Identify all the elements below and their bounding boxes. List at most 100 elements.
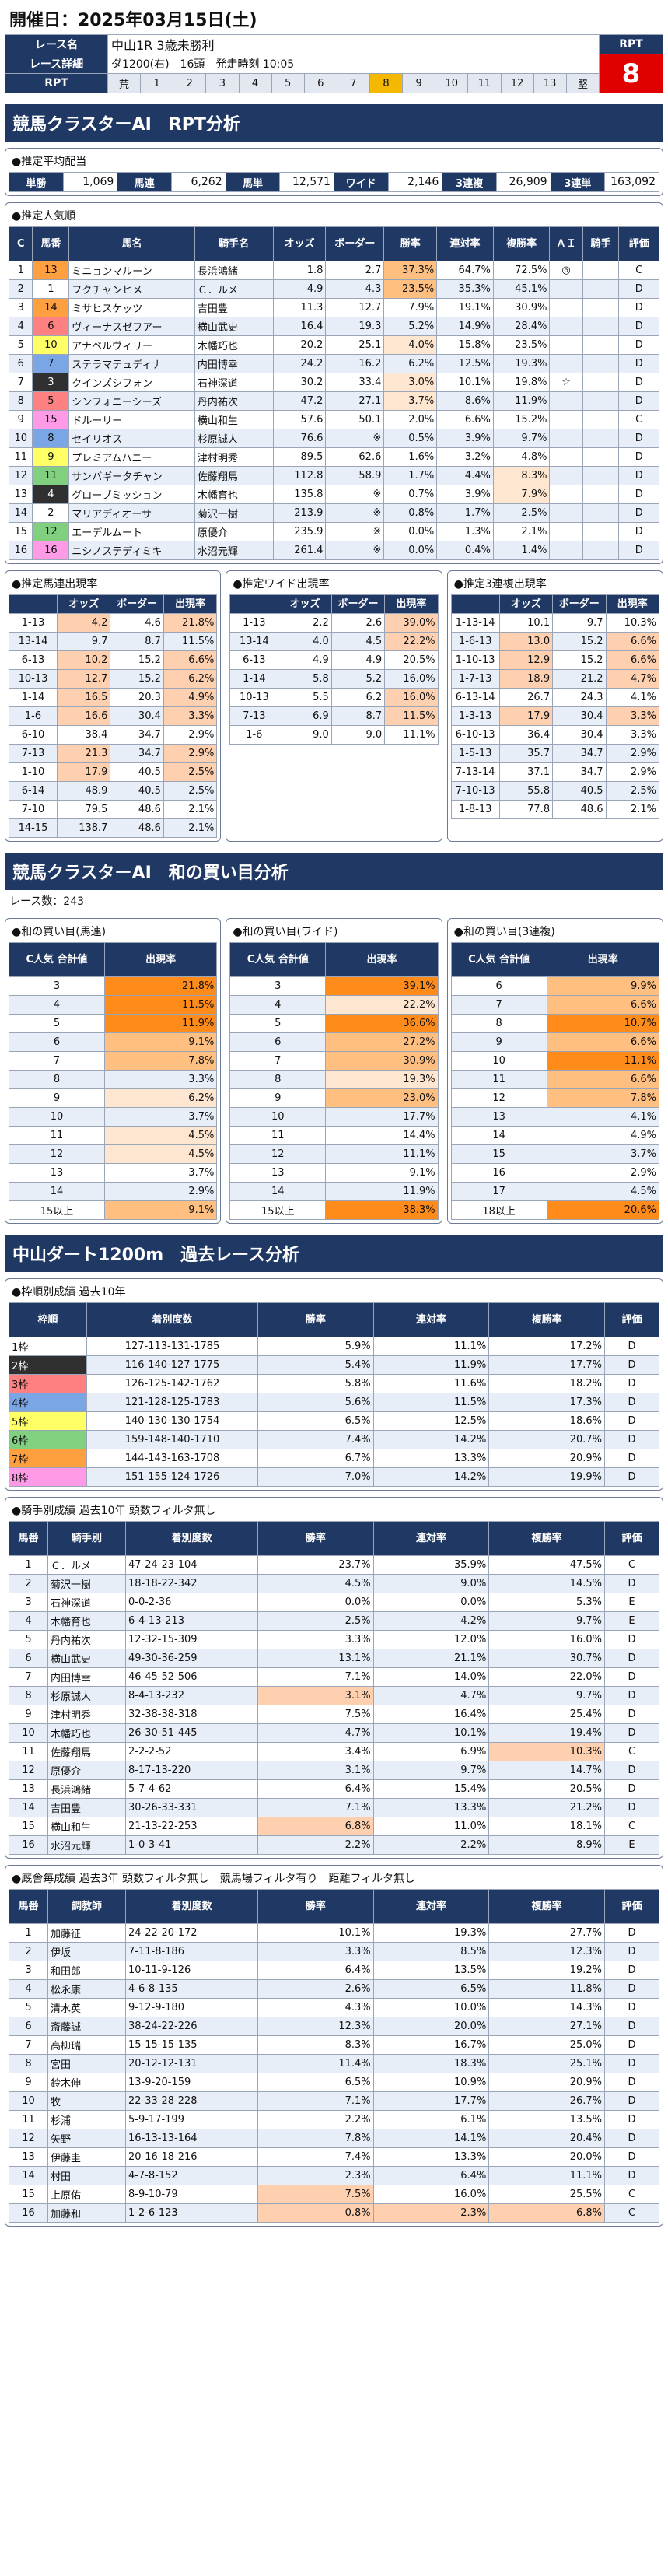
stat-row: 1 加藤征 24-22-20-172 10.1% 19.3% 27.7% D	[9, 1923, 659, 1943]
stat-cell: 49-30-36-259	[125, 1649, 258, 1668]
combo-cell: 6-14	[9, 781, 58, 801]
stat-cell: 加藤征	[47, 1923, 126, 1943]
popularity-row: 3 14 ミサヒスケッツ 吉田豊 11.3 12.7 7.9% 19.1% 30.9% D	[8, 298, 659, 317]
race-info-table: レース名 中山1R 3歳未勝利 RPT レース詳細 ダ1200(右) 16頭 発…	[5, 34, 663, 93]
popularity-cell	[549, 410, 583, 429]
sum-row: 15以上 9.1%	[9, 1200, 218, 1220]
popularity-cell: 19.8%	[492, 373, 551, 392]
popularity-row: 8 5 シンフォニーシーズ 丹内祐次 47.2 27.1 3.7% 8.6% 11.9% D	[8, 391, 659, 411]
sum-wide-title: ●和の買い目(ワイド)	[233, 926, 338, 938]
sum-value: 39.1%	[325, 976, 439, 996]
stat-cell: D	[604, 1923, 659, 1943]
stat-cell: 20.5%	[488, 1779, 605, 1799]
popularity-cell: 原優介	[194, 522, 274, 541]
stat-cell: 斎藤誠	[47, 2017, 126, 2036]
stat-cell: 杉原誠人	[47, 1686, 126, 1705]
stat-cell: 9.7%	[372, 1761, 490, 1780]
popularity-cell: D	[618, 335, 659, 355]
stat-cell: 25.0%	[488, 2035, 605, 2055]
popularity-cell	[549, 317, 583, 336]
sum-key: 10	[450, 1051, 547, 1071]
rpt-scale-cell: 堅	[565, 73, 600, 93]
popularity-cell: 62.6	[325, 447, 385, 467]
combo-cell: 2.6	[331, 613, 386, 633]
combo-header: 出現率	[163, 594, 218, 614]
sum-row: 15以上 38.3%	[229, 1200, 439, 1220]
stat-cell: 25.1%	[488, 2054, 605, 2073]
sum-row: 10 3.7%	[9, 1107, 218, 1127]
popularity-cell: 2.5%	[492, 503, 551, 523]
popularity-cell: 30.2	[272, 373, 327, 392]
umaren-table: オッズ ボーダー 出現率 1-13 4.2 4.6 21.8% 13-14 9.7 8.7 11.5…	[9, 594, 218, 838]
stat-cell: 1-0-3-41	[125, 1835, 258, 1855]
stat-cell: 10-11-9-126	[125, 1961, 258, 1980]
stat-cell: 14	[9, 2166, 48, 2185]
stat-cell: 27.7%	[488, 1923, 605, 1943]
stat-cell: 0.0%	[257, 1593, 374, 1612]
stat-cell: 5.3%	[488, 1593, 605, 1612]
sanrenpuku-title: ●推定3連複出現率	[453, 578, 547, 591]
stat-cell: 7.8%	[257, 2129, 374, 2148]
stat-cell: D	[604, 2166, 659, 2185]
popularity-cell	[549, 466, 583, 485]
stat-cell: 30-26-33-331	[125, 1798, 258, 1817]
combo-cell: 2.5%	[163, 762, 218, 782]
popularity-cell: 64.7%	[436, 261, 494, 280]
popularity-cell: D	[618, 391, 659, 411]
combo-cell: 6-10-13	[450, 725, 500, 745]
section-rpt-title: 競馬クラスターAI RPT分析	[5, 104, 663, 142]
waku-cell: 8枠	[9, 1467, 87, 1487]
combo-cell: 4.2	[56, 613, 111, 633]
popularity-cell: 19.3	[325, 317, 385, 336]
popularity-cell: ミサヒスケッツ	[68, 298, 195, 317]
popularity-cell: 23.5%	[492, 335, 551, 355]
stat-cell: 4	[9, 1611, 48, 1631]
stat-cell: E	[604, 1593, 659, 1612]
stat-cell: 伊坂	[47, 1942, 126, 1961]
stat-cell: 46-45-52-506	[125, 1667, 258, 1687]
popularity-cell	[549, 429, 583, 448]
popularity-cell: 16.2	[325, 354, 385, 373]
stat-cell: 16	[9, 1835, 48, 1855]
combo-cell: 2.9%	[605, 744, 659, 763]
popularity-cell: 11.3	[272, 298, 327, 317]
combo-header	[229, 594, 279, 614]
waku-title: ●枠順別成績 過去10年	[12, 1286, 126, 1299]
sum-value: 4.1%	[546, 1107, 659, 1127]
popularity-cell: D	[618, 522, 659, 541]
wide-table: オッズ ボーダー 出現率 1-13 2.2 2.6 39.0% 13-14 4.0 4.5 22.2…	[229, 594, 439, 745]
popularity-box: ●推定人気順 C 馬番 馬名 騎手名 オッズ ボーダー 勝率 連対率 複勝率 ＡＩ 騎手 評価 1 13…	[5, 202, 663, 564]
umaren-box: ●推定馬連出現率 オッズ ボーダー 出現率 1-13 4.2 4.6 21.8% 13-14 9…	[5, 570, 222, 842]
stat-cell: 15	[9, 1817, 48, 1836]
popularity-cell: 3.2%	[436, 447, 494, 467]
stat-cell: 12	[9, 2129, 48, 2148]
combo-row: 6-10 38.4 34.7 2.9%	[9, 725, 218, 745]
popularity-cell	[582, 335, 620, 355]
combo-cell: 6.9	[278, 706, 332, 726]
rpt-scale-cell: 7	[336, 73, 371, 93]
stat-cell: 0.8%	[257, 2203, 374, 2223]
stat-cell: 12.0%	[372, 1630, 490, 1649]
popularity-cell: 7.9%	[383, 298, 438, 317]
sum-value: 22.2%	[325, 995, 439, 1015]
sum-wide-box: ●和の買い目(ワイド) C人気 合計値 出現率 3 39.1% 4 22.2% 5 36.6%…	[226, 918, 442, 1224]
popularity-cell: 4	[32, 485, 70, 504]
stat-cell: 13-9-20-159	[125, 2073, 258, 2092]
stat-row: 2 伊坂 7-11-8-186 3.3% 8.5% 12.3% D	[9, 1942, 659, 1961]
combo-cell: 10.1	[498, 613, 554, 633]
popularity-row: 6 7 ステラマテュディナ 内田博幸 24.2 16.2 6.2% 12.5% 19.3% D	[8, 354, 659, 373]
stat-cell: 2.2%	[372, 1835, 490, 1855]
stat-cell: 吉田豊	[47, 1798, 126, 1817]
combo-cell: 21.3	[56, 744, 111, 763]
stat-row: 3 石神深道 0-0-2-36 0.0% 0.0% 5.3% E	[9, 1593, 659, 1612]
stat-cell: 35.9%	[372, 1555, 490, 1575]
popularity-cell: フクチャンヒメ	[68, 279, 195, 299]
popularity-cell: 24.2	[272, 354, 327, 373]
sum-row: 7 30.9%	[229, 1051, 439, 1071]
combo-cell: 35.7	[498, 744, 554, 763]
stat-header: 評価	[604, 1889, 659, 1924]
popularity-cell: 1.6%	[383, 447, 438, 467]
combo-cell: 4.0	[278, 632, 332, 651]
waku-cell: 14.2%	[372, 1467, 490, 1487]
waku-cell: 140-130-130-1754	[86, 1411, 258, 1431]
